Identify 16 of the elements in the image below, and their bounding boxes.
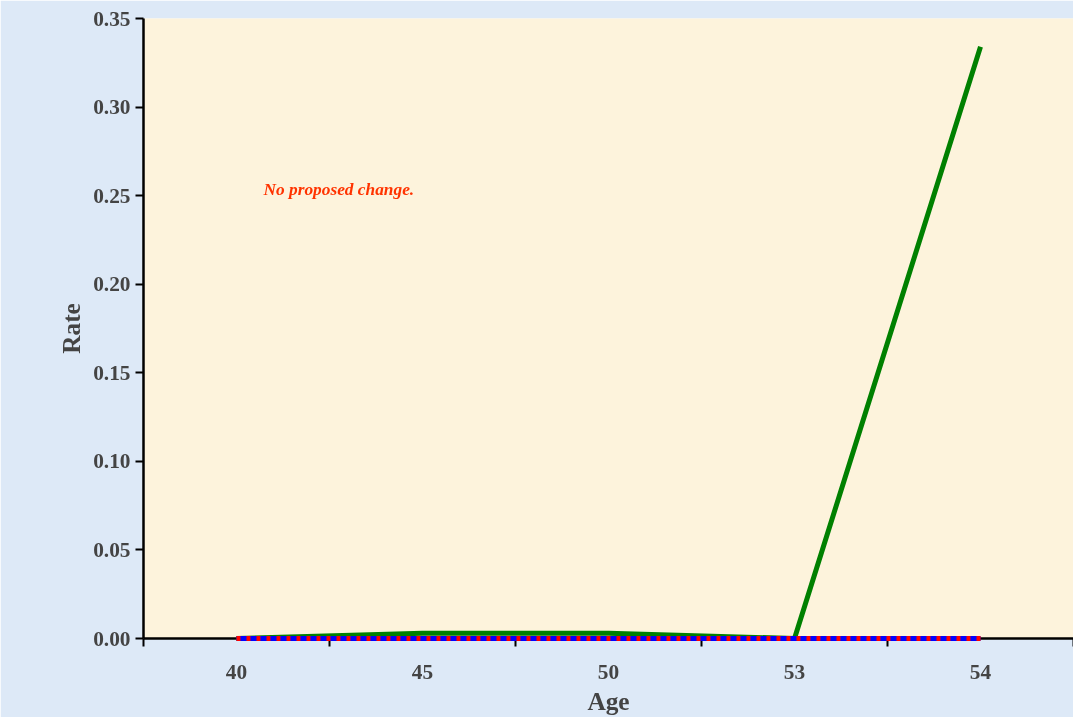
y-tick-label: 0.25 xyxy=(93,183,131,208)
y-axis-title: Rate xyxy=(57,303,86,354)
y-tick-label: 0.00 xyxy=(93,626,131,651)
x-tick-label: 53 xyxy=(783,659,806,684)
y-tick-label: 0.35 xyxy=(93,6,131,31)
annotation: No proposed change. xyxy=(262,179,415,199)
x-axis-title: Age xyxy=(587,686,630,715)
y-tick-label: 0.15 xyxy=(93,360,131,385)
y-tick-label: 0.10 xyxy=(93,449,131,474)
x-tick-label: 45 xyxy=(411,659,434,684)
x-tick-label: 50 xyxy=(597,659,620,684)
x-tick-label: 54 xyxy=(969,659,992,684)
y-tick-label: 0.20 xyxy=(93,272,131,297)
y-tick-label: 0.30 xyxy=(93,95,131,120)
y-tick-label: 0.05 xyxy=(93,537,131,562)
x-tick-label: 40 xyxy=(225,659,248,684)
